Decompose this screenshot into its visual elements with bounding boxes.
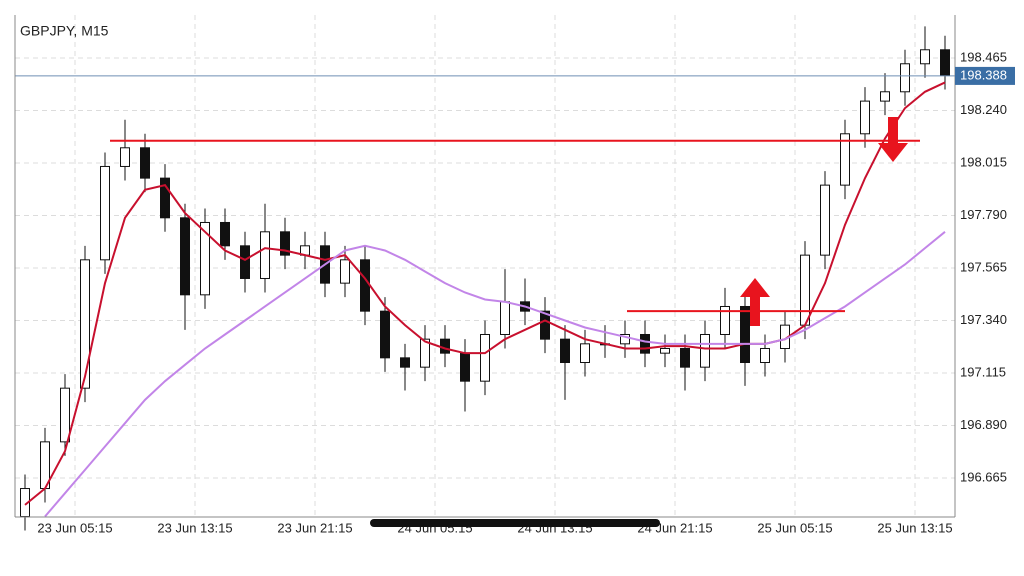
plot (15, 26, 955, 531)
x-tick-label: 25 Jun 13:15 (877, 520, 952, 535)
candle-body (440, 338, 450, 354)
y-tick-label: 198.240 (960, 102, 1007, 117)
candle-body (920, 49, 930, 65)
candle-body (740, 305, 750, 364)
last-price-box (955, 66, 1015, 85)
candle-body (420, 338, 430, 368)
y-tick-label: 198.465 (960, 49, 1007, 64)
candle-body (760, 347, 770, 364)
y-tick-label: 196.665 (960, 469, 1007, 484)
moving-average-line (24, 81, 946, 506)
y-tick-label: 197.790 (960, 207, 1007, 222)
candle-body (660, 347, 670, 354)
down-arrow (878, 117, 908, 162)
x-tick-label: 25 Jun 05:15 (757, 520, 832, 535)
x-tick-label: 23 Jun 13:15 (157, 520, 232, 535)
candle-body (820, 184, 830, 256)
candle-body (900, 63, 910, 93)
candle-body (260, 231, 270, 279)
candle-body (480, 333, 490, 382)
candle-body (160, 177, 170, 219)
candle-body (800, 254, 810, 326)
candle-body (500, 301, 510, 335)
y-tick-label: 198.015 (960, 154, 1007, 169)
candle-body (360, 259, 370, 312)
scroll-indicator (370, 519, 660, 527)
x-tick-label: 23 Jun 21:15 (277, 520, 352, 535)
up-arrow (740, 278, 770, 326)
last-price-label: 198.388 (960, 67, 1007, 82)
y-tick-label: 197.115 (960, 364, 1006, 379)
candle-body (620, 333, 630, 345)
candle-body (720, 305, 730, 335)
candle-body (580, 343, 590, 364)
moving-average-line (44, 231, 946, 518)
candle-body (640, 333, 650, 354)
candle-body (280, 231, 290, 256)
candle-body (840, 133, 850, 186)
y-tick-label: 197.565 (960, 259, 1007, 274)
candle-body (880, 91, 890, 102)
candle-body (120, 147, 130, 167)
candle-body (940, 49, 950, 76)
overlay: 196.665 196.890 197.115 197.340 197.565 197.7… (37, 49, 1015, 535)
candle-body (340, 259, 350, 284)
candle-body (700, 333, 710, 368)
x-tick-label: 23 Jun 05:15 (37, 520, 112, 535)
candle-body (560, 338, 570, 364)
y-tick-label: 197.340 (960, 312, 1007, 327)
candle-body (860, 100, 870, 135)
candle-body (680, 347, 690, 368)
candle-body (140, 147, 150, 179)
candle-body (80, 259, 90, 389)
chart-title: GBPJPY, M15 (20, 23, 109, 39)
candle-body (460, 352, 470, 382)
y-tick-label: 196.890 (960, 417, 1007, 432)
candle-body (380, 310, 390, 359)
candle-body (540, 310, 550, 340)
candle-body (60, 387, 70, 443)
candle-body (200, 221, 210, 296)
candle-body (180, 217, 190, 296)
candle-body (100, 165, 110, 261)
candle-body (220, 221, 230, 247)
candle-body (400, 357, 410, 368)
candle-body (240, 245, 250, 279)
